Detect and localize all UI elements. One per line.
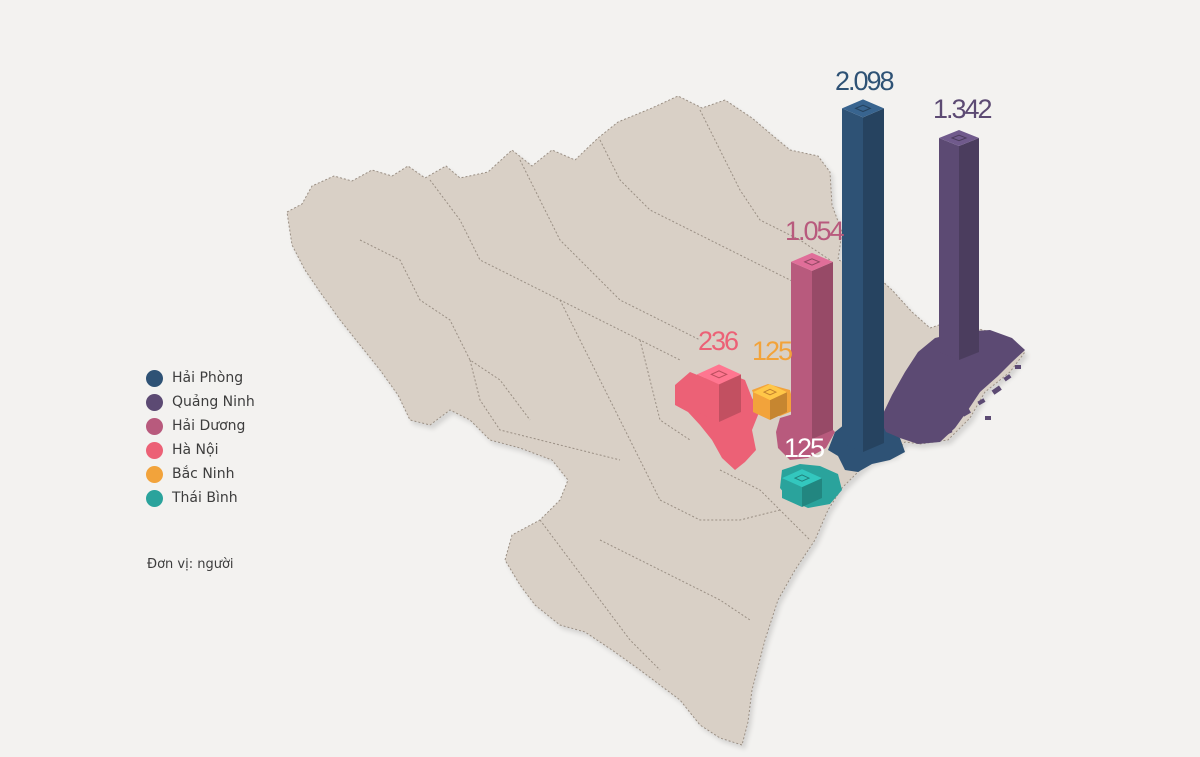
- bar-hai-duong: [791, 252, 833, 439]
- bar-right-face: [719, 374, 741, 422]
- bar-right-face: [812, 261, 833, 439]
- bar-top-face: [791, 252, 833, 271]
- legend-item-ha-noi: Hà Nội: [146, 438, 255, 462]
- bar-hai-phong: [842, 99, 884, 452]
- legend-item-bac-ninh: Bắc Ninh: [146, 462, 255, 486]
- value-label-quang-ninh: 1.342: [933, 94, 992, 124]
- bar-right-face: [863, 108, 884, 452]
- bar-right-face: [770, 392, 787, 420]
- legend-swatch: [146, 489, 163, 507]
- bar-top-inset: [854, 104, 872, 113]
- province-borders: [359, 109, 831, 671]
- legend-item-hai-phong: Hải Phòng: [146, 366, 255, 390]
- legend-swatch: [146, 441, 163, 459]
- legend-swatch: [146, 369, 163, 387]
- legend-item-thai-binh: Thái Bình: [146, 486, 255, 510]
- bar-left-face: [782, 478, 802, 507]
- bars-layer: [697, 99, 979, 507]
- legend-swatch: [146, 465, 163, 483]
- bar-right-face: [959, 137, 979, 360]
- legend-label: Bắc Ninh: [172, 466, 235, 482]
- bar-top-inset: [950, 134, 968, 142]
- value-label-thai-binh: 125: [784, 433, 824, 463]
- province-quang-ninh: [880, 330, 1025, 444]
- bar-top-inset: [803, 258, 821, 266]
- legend-item-hai-duong: Hải Dương: [146, 414, 255, 438]
- bar-quang-ninh: [939, 129, 979, 360]
- bar-left-face: [697, 374, 719, 422]
- value-label-bac-ninh: 125: [752, 336, 792, 366]
- bar-top-face: [697, 364, 741, 385]
- bar-top-face: [782, 469, 822, 488]
- bar-right-face: [802, 478, 822, 507]
- value-label-hai-duong: 1.054: [785, 216, 845, 246]
- bar-ha-noi: [697, 364, 741, 422]
- bar-top-face: [939, 129, 979, 146]
- unit-note: Đơn vị: người: [147, 557, 234, 572]
- legend-item-quang-ninh: Quảng Ninh: [146, 390, 255, 414]
- legend-swatch: [146, 417, 163, 435]
- quang-ninh-islands: [930, 365, 1021, 442]
- bar-left-face: [939, 137, 959, 360]
- bar-thai-binh: [782, 469, 822, 507]
- bar-top-inset: [762, 388, 778, 396]
- bar-top-face: [753, 384, 787, 401]
- legend-label: Quảng Ninh: [172, 394, 255, 410]
- bar-left-face: [753, 392, 770, 420]
- legend-swatch: [146, 393, 163, 411]
- legend-label: Hải Dương: [172, 418, 246, 434]
- bar-top-inset: [793, 474, 811, 482]
- legend-label: Hà Nội: [172, 442, 219, 458]
- bar-top-face: [842, 99, 884, 118]
- bar-left-face: [791, 261, 812, 439]
- legend: Hải Phòng Quảng Ninh Hải Dương Hà Nội Bắ…: [146, 366, 255, 510]
- value-label-ha-noi: 236: [698, 326, 738, 356]
- bar-left-face: [842, 108, 863, 452]
- land-mass: [286, 95, 1026, 746]
- value-label-hai-phong: 2.098: [835, 66, 894, 96]
- legend-label: Hải Phòng: [172, 370, 244, 386]
- legend-label: Thái Bình: [172, 490, 238, 506]
- bar-top-inset: [710, 370, 728, 379]
- bar-bac-ninh: [753, 384, 787, 420]
